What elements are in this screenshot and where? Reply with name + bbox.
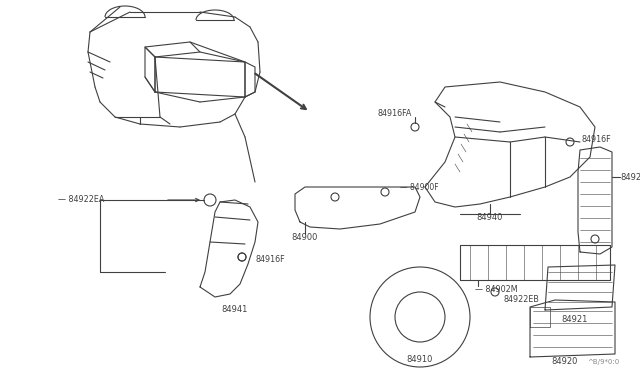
Text: — 84900F: — 84900F <box>400 183 438 192</box>
Text: 84900: 84900 <box>292 232 318 241</box>
Text: 84922E: 84922E <box>620 173 640 182</box>
Text: 84920: 84920 <box>552 357 578 366</box>
Text: 84921: 84921 <box>562 315 588 324</box>
Text: 84916FA: 84916FA <box>378 109 412 119</box>
Text: 84916F: 84916F <box>255 256 285 264</box>
Text: — 84902M: — 84902M <box>475 285 518 294</box>
Text: 84922EB: 84922EB <box>503 295 539 305</box>
Text: 84910: 84910 <box>407 356 433 365</box>
Text: 84940: 84940 <box>477 212 503 221</box>
Text: ^B/9*0:0: ^B/9*0:0 <box>588 359 620 365</box>
Text: — 84922EA: — 84922EA <box>58 196 104 205</box>
Text: 84941: 84941 <box>222 305 248 314</box>
Text: 84916F: 84916F <box>582 135 612 144</box>
